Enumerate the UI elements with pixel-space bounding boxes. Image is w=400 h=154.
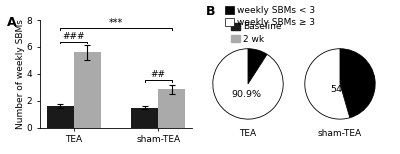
Text: B: B <box>206 5 216 18</box>
Wedge shape <box>340 49 375 118</box>
X-axis label: sham-TEA: sham-TEA <box>318 129 362 138</box>
Wedge shape <box>248 49 267 84</box>
Text: ***: *** <box>109 18 123 28</box>
Legend: Baseline, 2 wk: Baseline, 2 wk <box>230 22 282 44</box>
Bar <box>74 52 101 128</box>
Wedge shape <box>305 49 350 119</box>
Bar <box>131 108 158 128</box>
Wedge shape <box>213 49 283 119</box>
Y-axis label: Number of weekly SBMs: Number of weekly SBMs <box>16 19 25 129</box>
Text: 54.5%: 54.5% <box>330 85 360 94</box>
X-axis label: TEA: TEA <box>240 129 256 138</box>
Text: 90.9%: 90.9% <box>231 90 261 99</box>
Bar <box>47 106 74 128</box>
Bar <box>158 89 185 128</box>
Text: A: A <box>6 16 16 29</box>
Legend: weekly SBMs < 3, weekly SBMs ≥ 3: weekly SBMs < 3, weekly SBMs ≥ 3 <box>224 6 315 27</box>
Text: ##: ## <box>151 70 166 79</box>
Text: ###: ### <box>63 32 85 41</box>
